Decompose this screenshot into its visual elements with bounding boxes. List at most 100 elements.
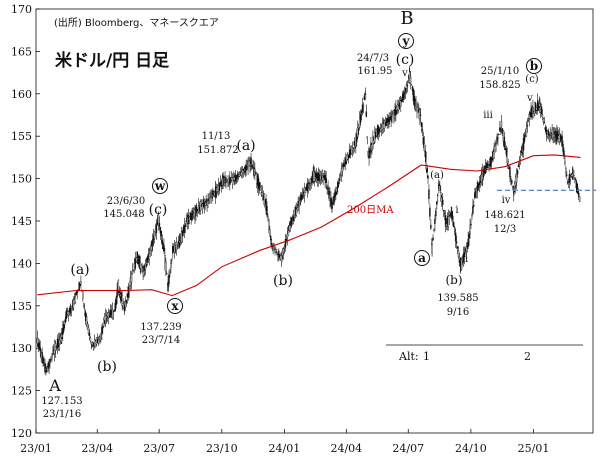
y-tick-label: 135 (11, 300, 32, 313)
candle-body (176, 244, 179, 246)
date-a-2311: 11/13 (202, 131, 231, 142)
candle-body (341, 166, 344, 172)
price-b-2501: 158.825 (479, 80, 520, 91)
candle-body (51, 355, 53, 360)
candle-body (398, 106, 400, 111)
candle-body (287, 230, 290, 236)
y-tick-label: 155 (11, 130, 32, 143)
candle-body (171, 259, 173, 261)
candle-body (259, 186, 262, 191)
candle-body (83, 302, 85, 306)
candle-body (224, 176, 226, 184)
candle-body (134, 258, 137, 269)
candle-body (276, 252, 278, 254)
candle-body (430, 224, 432, 229)
candle-body (338, 182, 340, 185)
candle-body (184, 225, 187, 227)
candle-body (474, 192, 476, 198)
candle-body (168, 274, 170, 284)
candle-body (451, 210, 453, 217)
candle-body (230, 179, 232, 181)
candle-body (455, 241, 458, 244)
candle-body (275, 249, 277, 252)
candle-body (293, 214, 296, 218)
wave-a-2408: (a) (430, 170, 444, 181)
candle-body (439, 185, 441, 191)
candle-body (189, 212, 191, 220)
candle-body (191, 213, 193, 220)
candle-body (429, 207, 431, 217)
candle-body (141, 266, 143, 268)
candle-body (421, 129, 424, 131)
candle-body (470, 223, 472, 225)
candle-body (104, 315, 107, 322)
candle-body (48, 362, 50, 367)
candle-body (280, 255, 283, 262)
wave-x-circle (167, 298, 183, 314)
candle-body (74, 296, 77, 303)
candle-body (100, 333, 102, 340)
candle-body (525, 127, 528, 137)
candle-body (486, 162, 488, 169)
candle-body (477, 183, 480, 189)
candle-body (268, 219, 270, 230)
candle-body (282, 248, 285, 254)
price-a-2311: 151.872 (197, 145, 238, 156)
candle-body (226, 178, 228, 181)
candle-body (111, 309, 114, 318)
candle-body (419, 114, 422, 116)
candle-body (343, 162, 345, 168)
candle-body (116, 289, 118, 298)
candle-body (336, 187, 338, 193)
candle-body (42, 357, 44, 364)
candle-body (112, 311, 115, 313)
candle-body (286, 233, 289, 239)
candle-body (80, 281, 82, 285)
x-tick-label: 23/01 (20, 442, 52, 455)
candle-body (78, 282, 80, 291)
candle-body (458, 259, 461, 263)
candle-body (76, 291, 78, 294)
candle-body (360, 111, 363, 114)
candle-body (153, 231, 156, 240)
candle-body (142, 271, 145, 277)
candle-body (117, 280, 120, 292)
candle-body (541, 114, 544, 118)
candle-body (158, 223, 161, 227)
candle-body (547, 130, 550, 135)
candle-body (415, 99, 417, 110)
wave-b-circ-letter: b (530, 59, 538, 73)
candle-body (92, 345, 94, 347)
candle-body (229, 177, 231, 185)
candle-body (505, 148, 507, 155)
candle-body (157, 214, 160, 226)
candle-body (362, 105, 365, 107)
candle-body (267, 216, 269, 218)
y-tick-label: 140 (11, 257, 32, 270)
wave-y-circle (398, 33, 414, 49)
candle-body (411, 86, 414, 91)
candle-body (321, 175, 323, 181)
candle-body (498, 133, 500, 135)
candle-body (64, 316, 67, 322)
candle-body (409, 77, 412, 84)
y-tick-label: 150 (11, 173, 32, 186)
candle-body (453, 229, 456, 232)
candle-body (329, 194, 331, 202)
candle-body (122, 303, 124, 309)
candle-body (209, 193, 211, 203)
candle-body (359, 114, 362, 123)
candle-body (442, 199, 444, 206)
candle-body (500, 129, 502, 131)
minor-i: i (455, 205, 458, 216)
wave-x-letter: x (171, 299, 179, 313)
candle-body (435, 210, 437, 217)
candle-body (425, 157, 427, 170)
x-tick-label: 24/07 (392, 442, 424, 455)
candle-body (383, 120, 386, 129)
candle-body (400, 100, 402, 107)
candle-body (361, 104, 364, 112)
candle-body (159, 226, 162, 234)
minor-v-2501: v (526, 93, 533, 104)
